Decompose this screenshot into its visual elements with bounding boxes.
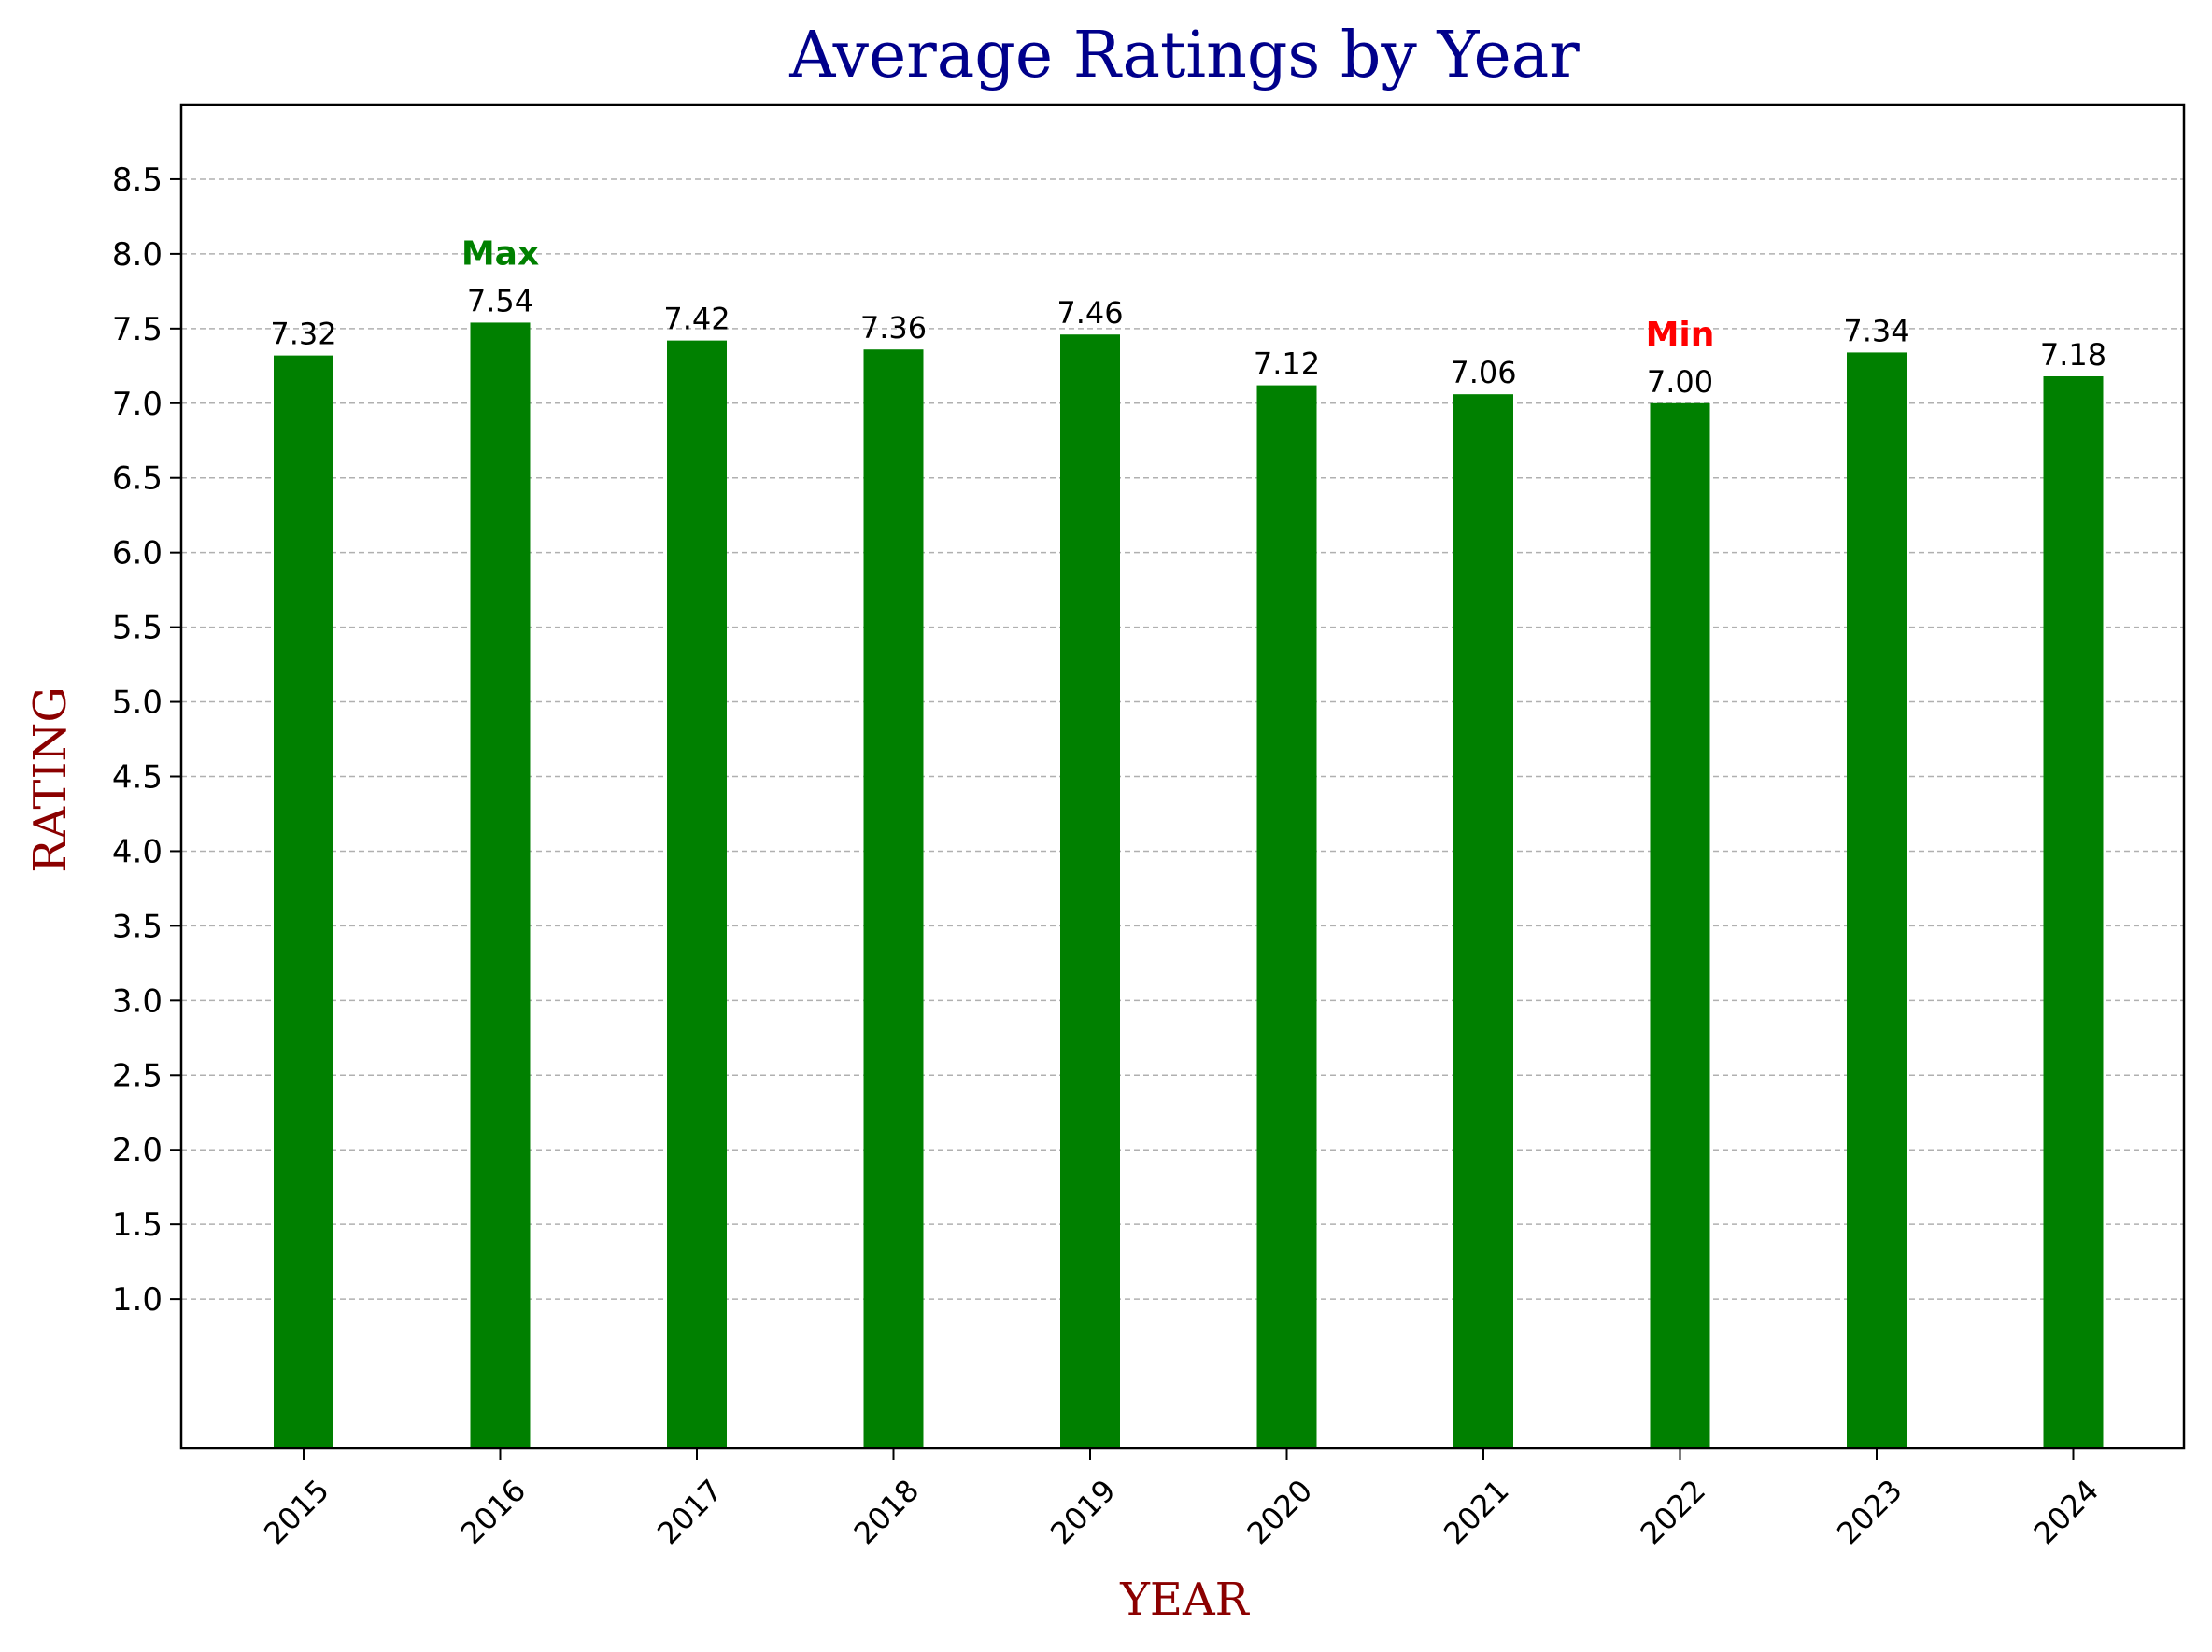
bar — [2043, 375, 2104, 1448]
x-tick-label: 2024 — [2027, 1473, 2106, 1551]
value-labels: 7.32 7.54 7.42 7.36 7.46 7.12 7.06 7.00 7.34 7.18… — [270, 234, 2106, 399]
y-tick-label: 4.0 — [112, 833, 163, 870]
data-label: 7.54 — [467, 283, 533, 318]
y-tick-label: 1.5 — [112, 1207, 163, 1244]
y-axis-ticks: 1.0 1.5 2.0 2.5 3.0 3.5 4.0 4.5 5.0 5.5 6.0 6.5 7.0 7… — [112, 162, 181, 1319]
bar — [274, 355, 333, 1449]
bars — [274, 322, 2104, 1449]
y-axis-label: RATING — [24, 686, 77, 873]
annotation-max: Max — [461, 234, 539, 273]
data-label: 7.12 — [1254, 346, 1320, 382]
x-tick-label: 2020 — [1241, 1473, 1319, 1551]
y-tick-label: 5.0 — [112, 685, 163, 722]
y-tick-label: 6.0 — [112, 535, 163, 572]
data-label: 7.46 — [1056, 295, 1123, 331]
x-tick-label: 2017 — [650, 1473, 729, 1551]
bar — [470, 322, 531, 1449]
data-label: 7.18 — [2040, 337, 2106, 373]
y-tick-label: 2.0 — [112, 1132, 163, 1169]
bar — [863, 349, 924, 1448]
y-tick-label: 4.5 — [112, 759, 163, 797]
data-label: 7.42 — [663, 302, 730, 337]
y-tick-label: 7.0 — [112, 386, 163, 423]
x-axis-ticks: 2015 2016 2017 2018 2019 2020 2021 2022 2023 2024 — [257, 1448, 2106, 1551]
bar — [1453, 394, 1513, 1448]
x-tick-label: 2022 — [1634, 1473, 1712, 1551]
y-tick-label: 7.5 — [112, 311, 163, 348]
x-axis-label: YEAR — [1119, 1574, 1250, 1626]
y-tick-label: 8.0 — [112, 236, 163, 274]
y-tick-label: 5.5 — [112, 610, 163, 647]
bar — [1847, 352, 1907, 1449]
data-label: 7.36 — [860, 310, 927, 346]
bar — [1650, 402, 1710, 1448]
x-tick-label: 2021 — [1437, 1473, 1515, 1551]
y-tick-label: 2.5 — [112, 1057, 163, 1094]
data-label: 7.06 — [1450, 355, 1516, 390]
x-tick-label: 2016 — [454, 1473, 532, 1551]
bar — [1060, 334, 1120, 1448]
y-tick-label: 6.5 — [112, 460, 163, 498]
x-tick-label: 2023 — [1830, 1473, 1908, 1551]
data-label: 7.00 — [1647, 364, 1713, 400]
data-label: 7.32 — [270, 317, 336, 352]
data-label: 7.34 — [1843, 313, 1909, 348]
x-tick-label: 2018 — [847, 1473, 926, 1551]
y-tick-label: 8.5 — [112, 162, 163, 199]
x-tick-label: 2015 — [257, 1473, 335, 1551]
annotation-min: Min — [1646, 316, 1715, 354]
y-tick-label: 3.5 — [112, 908, 163, 945]
bar — [667, 340, 727, 1448]
y-tick-label: 1.0 — [112, 1281, 163, 1319]
bar — [1256, 385, 1317, 1449]
y-tick-label: 3.0 — [112, 982, 163, 1020]
x-tick-label: 2019 — [1043, 1473, 1122, 1551]
chart-title: Average Ratings by Year — [788, 19, 1580, 92]
grid-lines — [181, 178, 2184, 1300]
